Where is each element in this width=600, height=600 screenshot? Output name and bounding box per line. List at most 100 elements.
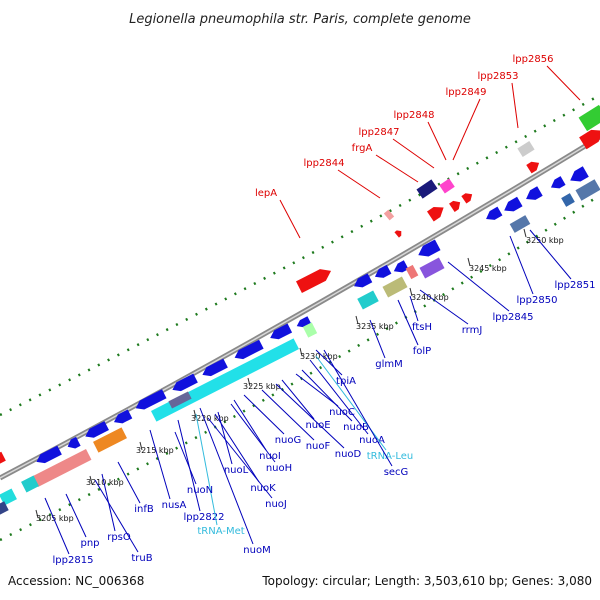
gene-feature — [21, 475, 39, 493]
gene-feature — [405, 264, 419, 280]
bottom-gene-label: glmM — [375, 359, 403, 370]
tick-label: 3220 kbp — [191, 414, 229, 423]
bottom-gene-label: nuoM — [243, 545, 270, 556]
coordinate-ticks: 3205 kbp 3210 kbp 3215 kbp 3220 kbp 3225 kbp… — [35, 228, 564, 523]
gene-feature — [172, 373, 198, 392]
bottom-gene-label: lpp2815 — [53, 555, 94, 566]
bottom-gene-label: nuoG — [275, 435, 302, 446]
leader-line — [419, 289, 469, 325]
bottom-gene-label: nuoC — [329, 407, 355, 418]
leader-line — [214, 413, 260, 483]
gene-feature — [374, 264, 392, 278]
gene-feature — [296, 269, 332, 293]
gene-feature — [578, 104, 600, 132]
leader-line — [546, 65, 581, 101]
top-gene-label: lpp2856 — [513, 54, 554, 65]
bottom-gene-label: truB — [131, 553, 152, 564]
bottom-gene-label: pnp — [80, 538, 99, 549]
gene-feature — [234, 339, 264, 360]
gene-feature — [461, 193, 473, 204]
leader-line — [369, 319, 386, 359]
leader-line — [174, 431, 197, 485]
map-title: Legionella pneumophila str. Paris, compl… — [129, 12, 471, 27]
top-gene-label: lpp2853 — [478, 71, 519, 82]
leader-line — [230, 403, 276, 463]
leader-line — [315, 349, 343, 376]
leader-line — [375, 154, 419, 183]
bottom-gene-label: secG — [384, 467, 409, 478]
gene-feature — [302, 322, 318, 338]
accession-text: Accession: NC_006368 — [8, 574, 144, 588]
gene-feature — [383, 209, 395, 221]
bottom-gene-label: infB — [134, 504, 154, 515]
tick-mark — [139, 441, 143, 451]
leader-line — [309, 359, 369, 435]
top-gene-label: lpp2844 — [304, 158, 345, 169]
bottom-gene-label: nuoD — [335, 449, 362, 460]
top-gene-label: lpp2848 — [394, 110, 435, 121]
gene-feature — [150, 338, 300, 422]
gene-feature — [36, 445, 62, 464]
leader-line — [301, 369, 353, 422]
bottom-gene-label: tRNA-Leu — [367, 451, 413, 462]
gene-feature — [418, 239, 441, 257]
bottom-gene-label: nuoK — [250, 483, 276, 494]
gene-feature — [67, 436, 81, 449]
leader-line — [323, 349, 393, 467]
gene-feature — [270, 323, 293, 340]
leader-line — [149, 429, 171, 500]
leader-line — [94, 479, 139, 553]
leader-line — [315, 355, 387, 451]
top-gene-label: lpp2849 — [446, 87, 487, 98]
leader-line — [337, 169, 381, 199]
leader-line — [101, 473, 116, 532]
bottom-gene-label: nuoL — [224, 465, 249, 476]
gene-feature — [0, 488, 17, 506]
gene-feature — [439, 178, 455, 194]
leader-line — [279, 199, 301, 239]
tick-mark — [523, 228, 527, 238]
gene-feature — [416, 179, 438, 199]
top-gene-label: frgA — [352, 143, 373, 154]
tick-mark — [467, 257, 471, 267]
gene-feature — [504, 196, 523, 212]
leader-line — [509, 235, 534, 295]
gene-features — [0, 104, 600, 515]
gene-feature — [382, 276, 408, 298]
leader-line — [65, 493, 87, 538]
gene-feature — [579, 129, 600, 150]
leader-line — [427, 121, 447, 161]
leader-line — [392, 138, 435, 169]
backbone-line — [0, 134, 600, 481]
leader-line — [281, 379, 315, 420]
gene-feature — [575, 179, 600, 201]
gene-feature — [0, 501, 9, 515]
gene-labels: lepA lpp2844 frgA lpp2847 lpp2848 lpp2849 lpp2… — [44, 54, 596, 566]
tick-mark — [193, 409, 197, 419]
bottom-gene-label: lpp2851 — [555, 280, 596, 291]
leader-line — [409, 295, 419, 322]
leader-line — [275, 383, 345, 449]
gene-feature — [93, 427, 127, 453]
top-gene-label: lpp2847 — [359, 127, 400, 138]
tick-label: 3250 kbp — [526, 236, 564, 245]
bottom-gene-label: rpsO — [107, 532, 131, 543]
gene-feature — [561, 193, 575, 207]
tick-label: 3230 kbp — [300, 352, 338, 361]
leader-line — [117, 461, 141, 504]
top-gene-label: lepA — [255, 188, 277, 199]
bottom-gene-label: tRNA-Met — [197, 526, 244, 537]
leader-line — [217, 411, 233, 465]
bottom-gene-label: lpp2822 — [184, 512, 225, 523]
gene-feature — [526, 186, 543, 200]
gene-feature — [113, 409, 133, 424]
tick-mark — [89, 475, 93, 485]
bottom-gene-label: nuoN — [187, 485, 213, 496]
gene-feature — [357, 290, 379, 310]
tick-label: 3215 kbp — [136, 446, 174, 455]
leader-line — [199, 407, 254, 545]
gene-feature — [419, 257, 445, 279]
tick-label: 3205 kbp — [36, 514, 74, 523]
tick-mark — [355, 315, 359, 325]
